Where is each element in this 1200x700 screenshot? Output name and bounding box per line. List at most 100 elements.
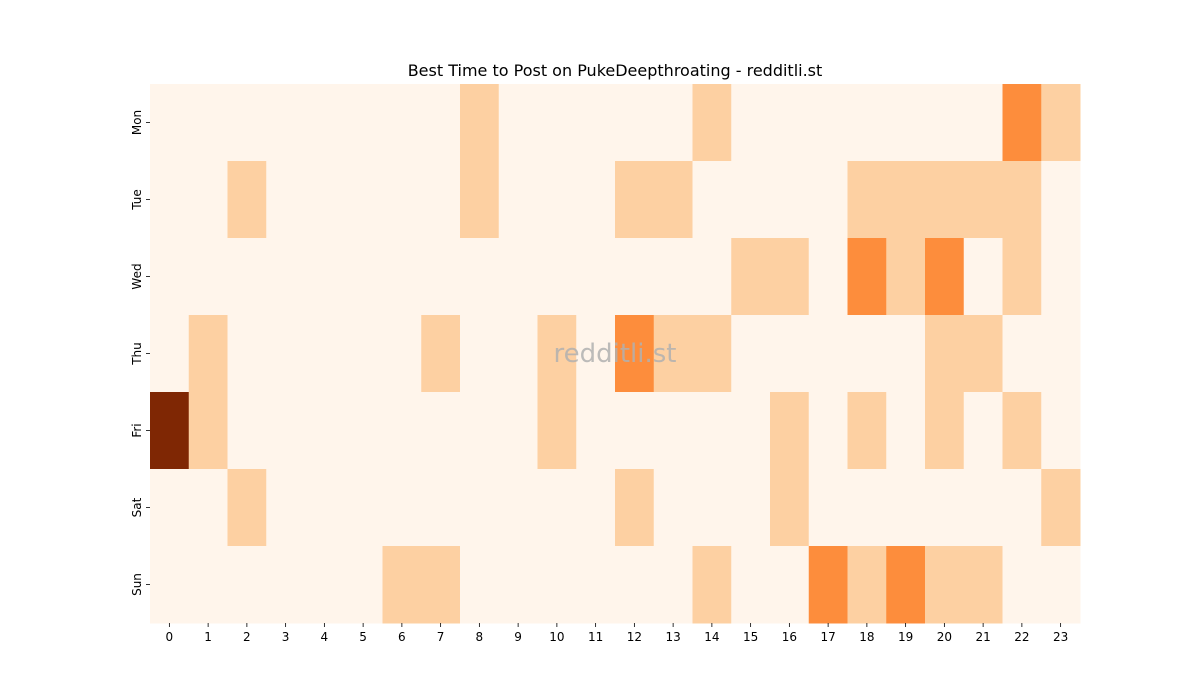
y-tick-label: Fri xyxy=(130,423,144,437)
heatmap-cell-Fri-8 xyxy=(460,392,500,470)
x-axis-ticks: 0 1 2 3 4 5 6 7 8 9 10 11 12 13 14 15 16 17 18 19 20 21 22 23 xyxy=(166,623,1068,644)
heatmap-cell-Fri-15 xyxy=(731,392,771,470)
heatmap-cell-Wed-5 xyxy=(343,238,383,316)
heatmap-cell-Fri-20 xyxy=(925,392,965,470)
heatmap-cell-Mon-4 xyxy=(305,84,345,162)
x-tick-label: 4 xyxy=(321,630,329,644)
heatmap-cell-Tue-14 xyxy=(692,161,732,239)
heatmap-cell-Sat-4 xyxy=(305,469,345,547)
watermark: redditli.st xyxy=(554,339,677,369)
heatmap-cell-Tue-3 xyxy=(266,161,306,239)
heatmap-cell-Thu-21 xyxy=(963,315,1003,393)
heatmap-cell-Wed-21 xyxy=(963,238,1003,316)
heatmap-cell-Mon-14 xyxy=(692,84,732,162)
y-tick-label: Wed xyxy=(130,263,144,289)
heatmap-cell-Sun-0 xyxy=(150,546,190,624)
heatmap-cell-Tue-22 xyxy=(1002,161,1042,239)
heatmap-cell-Mon-2 xyxy=(227,84,267,162)
heatmap-cell-Wed-6 xyxy=(382,238,422,316)
heatmap-cell-Wed-9 xyxy=(498,238,538,316)
heatmap-cell-Sat-16 xyxy=(770,469,810,547)
x-tick-label: 0 xyxy=(166,630,174,644)
heatmap-cells xyxy=(150,84,1081,624)
heatmap-cell-Fri-7 xyxy=(421,392,461,470)
heatmap-cell-Tue-2 xyxy=(227,161,267,239)
heatmap-cell-Fri-6 xyxy=(382,392,422,470)
heatmap-cell-Wed-14 xyxy=(692,238,732,316)
heatmap-cell-Sat-17 xyxy=(808,469,848,547)
heatmap-cell-Mon-6 xyxy=(382,84,422,162)
heatmap-cell-Wed-20 xyxy=(925,238,965,316)
heatmap-cell-Tue-1 xyxy=(188,161,228,239)
heatmap-cell-Sun-14 xyxy=(692,546,732,624)
heatmap-cell-Sun-13 xyxy=(653,546,693,624)
x-tick-label: 10 xyxy=(549,630,564,644)
heatmap-cell-Tue-17 xyxy=(808,161,848,239)
heatmap-cell-Fri-19 xyxy=(886,392,926,470)
heatmap-cell-Thu-22 xyxy=(1002,315,1042,393)
heatmap-cell-Thu-9 xyxy=(498,315,538,393)
heatmap-cell-Thu-20 xyxy=(925,315,965,393)
heatmap-cell-Tue-5 xyxy=(343,161,383,239)
heatmap-cell-Sat-23 xyxy=(1041,469,1081,547)
heatmap-cell-Fri-0 xyxy=(150,392,190,470)
heatmap-cell-Thu-10 xyxy=(537,315,577,393)
heatmap-cell-Sat-6 xyxy=(382,469,422,547)
heatmap-cell-Sat-21 xyxy=(963,469,1003,547)
heatmap-cell-Thu-1 xyxy=(188,315,228,393)
heatmap-cell-Sun-23 xyxy=(1041,546,1081,624)
heatmap-cell-Fri-21 xyxy=(963,392,1003,470)
heatmap-cell-Tue-9 xyxy=(498,161,538,239)
heatmap-cell-Mon-3 xyxy=(266,84,306,162)
heatmap-cell-Wed-16 xyxy=(770,238,810,316)
x-tick-label: 14 xyxy=(704,630,719,644)
heatmap-cell-Sun-19 xyxy=(886,546,926,624)
heatmap-cell-Tue-10 xyxy=(537,161,577,239)
heatmap-cell-Sun-8 xyxy=(460,546,500,624)
heatmap-cell-Wed-17 xyxy=(808,238,848,316)
heatmap-cell-Mon-22 xyxy=(1002,84,1042,162)
heatmap-cell-Fri-14 xyxy=(692,392,732,470)
heatmap-cell-Wed-18 xyxy=(847,238,887,316)
x-tick-label: 6 xyxy=(398,630,406,644)
heatmap-cell-Thu-6 xyxy=(382,315,422,393)
heatmap-cell-Sat-15 xyxy=(731,469,771,547)
heatmap-cell-Fri-1 xyxy=(188,392,228,470)
heatmap-cell-Thu-13 xyxy=(653,315,693,393)
heatmap-cell-Mon-7 xyxy=(421,84,461,162)
heatmap-cell-Mon-23 xyxy=(1041,84,1081,162)
heatmap-cell-Sun-15 xyxy=(731,546,771,624)
heatmap-cell-Wed-19 xyxy=(886,238,926,316)
heatmap-cell-Wed-12 xyxy=(615,238,655,316)
y-tick-label: Sat xyxy=(130,497,144,517)
x-tick-label: 9 xyxy=(514,630,522,644)
heatmap-cell-Tue-0 xyxy=(150,161,190,239)
heatmap-cell-Fri-4 xyxy=(305,392,345,470)
heatmap-cell-Tue-7 xyxy=(421,161,461,239)
heatmap-cell-Tue-19 xyxy=(886,161,926,239)
x-tick-label: 5 xyxy=(359,630,367,644)
heatmap-cell-Sun-20 xyxy=(925,546,965,624)
heatmap-cell-Fri-13 xyxy=(653,392,693,470)
x-tick-label: 11 xyxy=(588,630,603,644)
heatmap-cell-Thu-12 xyxy=(615,315,655,393)
heatmap-cell-Tue-18 xyxy=(847,161,887,239)
heatmap-cell-Thu-11 xyxy=(576,315,616,393)
heatmap-cell-Sat-9 xyxy=(498,469,538,547)
heatmap-cell-Wed-0 xyxy=(150,238,190,316)
heatmap-cell-Thu-23 xyxy=(1041,315,1081,393)
heatmap-cell-Fri-23 xyxy=(1041,392,1081,470)
x-tick-label: 3 xyxy=(282,630,290,644)
heatmap-cell-Mon-10 xyxy=(537,84,577,162)
heatmap-cell-Fri-5 xyxy=(343,392,383,470)
heatmap-cell-Sat-22 xyxy=(1002,469,1042,547)
heatmap-cell-Tue-4 xyxy=(305,161,345,239)
heatmap-cell-Mon-17 xyxy=(808,84,848,162)
heatmap-cell-Tue-6 xyxy=(382,161,422,239)
heatmap-cell-Thu-7 xyxy=(421,315,461,393)
heatmap-cell-Sat-3 xyxy=(266,469,306,547)
heatmap-cell-Sun-3 xyxy=(266,546,306,624)
heatmap-cell-Sun-7 xyxy=(421,546,461,624)
heatmap-cell-Sun-2 xyxy=(227,546,267,624)
heatmap-cell-Mon-1 xyxy=(188,84,228,162)
